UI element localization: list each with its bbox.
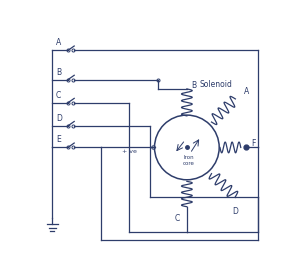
Text: E: E bbox=[56, 135, 61, 144]
Text: B: B bbox=[56, 68, 61, 77]
Text: C: C bbox=[175, 215, 180, 223]
Text: Iron
core: Iron core bbox=[182, 155, 194, 166]
Text: B: B bbox=[191, 81, 196, 90]
Text: Solenoid: Solenoid bbox=[200, 80, 233, 89]
Text: + ve: + ve bbox=[122, 149, 137, 154]
Text: D: D bbox=[56, 114, 62, 123]
Text: F: F bbox=[251, 139, 256, 148]
Text: C: C bbox=[56, 91, 61, 100]
Text: A: A bbox=[56, 38, 61, 47]
Text: A: A bbox=[244, 88, 249, 97]
Text: D: D bbox=[232, 208, 238, 217]
